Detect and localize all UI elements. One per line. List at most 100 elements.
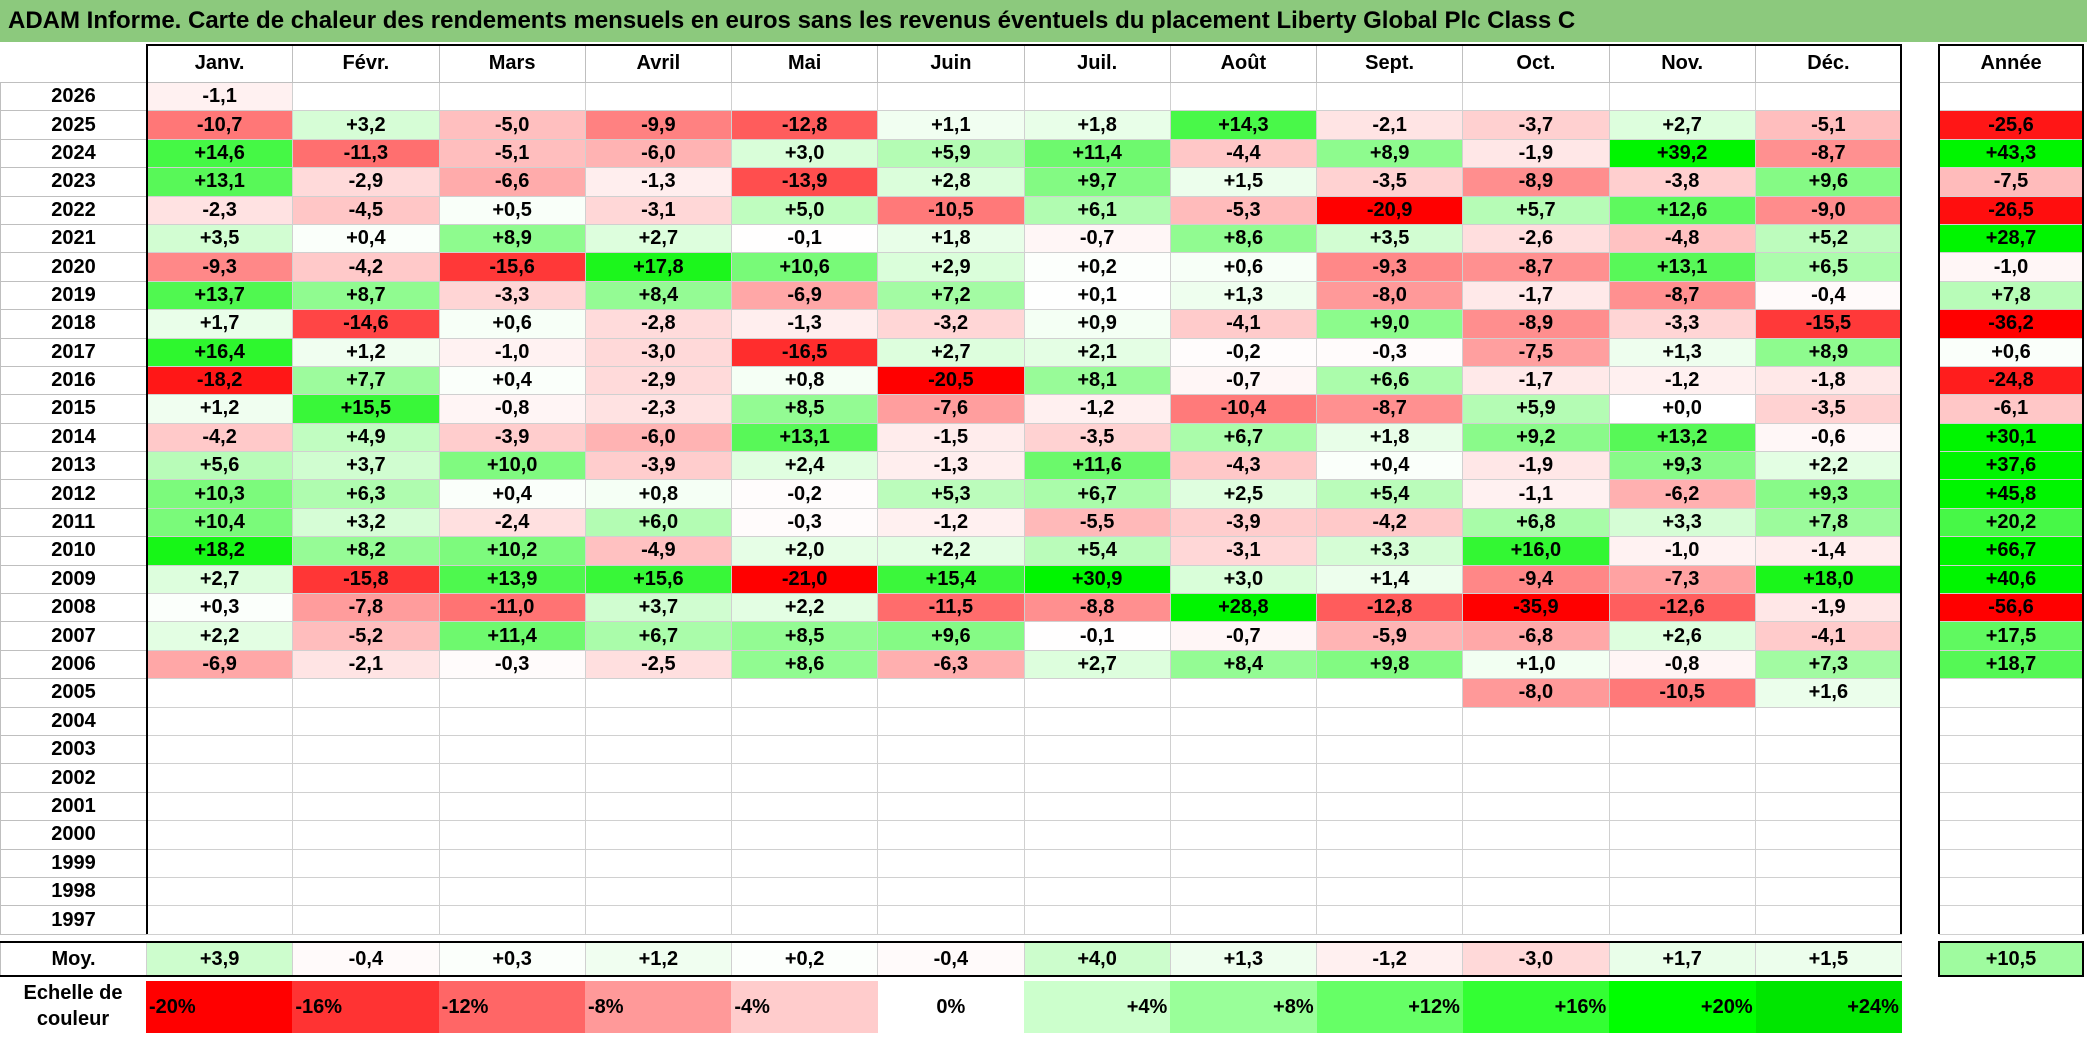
heatmap-cell: +2,2 [877,536,1025,566]
heatmap-cell [1754,763,1903,793]
heatmap-cell: -2,4 [438,507,586,538]
spacer-cell [878,934,1024,942]
annual-cell: +43,3 [1938,138,2084,169]
heatmap-cell [584,734,733,765]
heatmap-cell: +8,7 [292,280,440,311]
heatmap-cell [877,820,1025,850]
heatmap-cell: +1,2 [292,337,440,367]
annual-row [1938,848,2084,878]
heatmap-cell [1023,81,1171,112]
heatmap-cell: +6,1 [1023,195,1171,225]
heatmap-cell: +5,6 [145,451,294,481]
annual-cell [1938,820,2084,850]
heatmap-cell [292,81,440,112]
annual-cell: -25,6 [1938,110,2084,140]
heatmap-cell: +14,6 [145,138,294,169]
heatmap-cell: +6,7 [1169,422,1318,453]
year-label: 2012 [0,479,147,509]
heatmap-cell: -3,7 [1462,110,1610,140]
annual-cell: +40,6 [1938,564,2084,595]
heatmap-cell: +3,7 [584,593,733,623]
heatmap-cell: +17,8 [584,252,733,282]
heatmap-cell: +2,1 [1023,337,1171,367]
annual-cell [1938,678,2084,708]
scale-swatch: -20% [146,981,293,1033]
heatmap-cell: -1,1 [145,81,294,112]
heatmap-cell: -7,6 [877,394,1025,424]
heatmap-cell [145,678,294,708]
heatmap-cell: -5,0 [438,110,586,140]
annual-average-row: +10,5 [1938,941,2084,978]
heatmap-cell: +10,2 [438,536,586,566]
heatmap-cell: +30,9 [1023,564,1171,595]
heatmap-cell [584,820,733,850]
heatmap-cell: -8,7 [1462,252,1610,282]
annual-cell: -24,8 [1938,365,2084,396]
heatmap-cell: -8,8 [1023,593,1171,623]
heatmap-cell [438,876,586,907]
heatmap-cell: +4,9 [292,422,440,453]
heatmap-cell: -7,8 [292,593,440,623]
year-label: 2015 [0,394,147,424]
heatmap-cell: -11,5 [877,593,1025,623]
average-cell: +1,3 [1169,941,1318,978]
heatmap-cell: -5,3 [1169,195,1318,225]
heatmap-cell: +13,1 [730,422,879,453]
annual-cell: +18,7 [1938,649,2084,680]
heatmap-cell [292,876,440,907]
average-cell: +3,9 [145,941,294,978]
month-header: Janv. [145,44,294,83]
heatmap-cell: +0,6 [438,309,586,339]
heatmap-cell: -8,0 [1462,678,1610,708]
heatmap-cell: +2,2 [145,621,294,651]
heatmap-cell: +1,6 [1754,678,1903,708]
heatmap-cell [1608,734,1756,765]
heatmap-cell: +11,6 [1023,451,1171,481]
heatmap-cell [1462,848,1610,878]
table-row: 2009 +2,7 -15,8 +13,9 +15,6 -21,0 +15,4 +30,9 +3… [0,564,1903,595]
heatmap-cell [1754,706,1903,736]
heatmap-cell: -6,2 [1608,479,1756,509]
heatmap-cell: -13,9 [730,167,879,197]
heatmap-cell [1023,706,1171,736]
heatmap-cell: +2,7 [584,223,733,254]
heatmap-cell [584,876,733,907]
heatmap-cell: -1,3 [730,309,879,339]
heatmap-cell: -2,5 [584,649,733,680]
heatmap-cell: +2,6 [1608,621,1756,651]
year-label: 2017 [0,337,147,367]
heatmap-cell [292,734,440,765]
annual-cell: +66,7 [1938,536,2084,566]
annual-row: -7,5 [1938,167,2084,197]
heatmap-cell [1315,820,1464,850]
heatmap-cell: +28,8 [1169,593,1318,623]
heatmap-cell: -4,2 [292,252,440,282]
annual-row: -24,8 [1938,365,2084,396]
heatmap-cell: -0,6 [1754,422,1903,453]
heatmap-cell: -7,3 [1608,564,1756,595]
heatmap-cell: -4,8 [1608,223,1756,254]
heatmap-cell: -0,3 [1315,337,1464,367]
heatmap-cell: -6,8 [1462,621,1610,651]
heatmap-cell [438,791,586,822]
annual-average-cell: +10,5 [1938,941,2084,978]
heatmap-cell [1608,876,1756,907]
heatmap-cell [1023,848,1171,878]
heatmap-cell [1608,848,1756,878]
heatmap-cell [730,678,879,708]
heatmap-cell: +2,8 [877,167,1025,197]
table-row: 2020 -9,3 -4,2 -15,6 +17,8 +10,6 +2,9 +0,2 +0,6-… [0,252,1903,282]
year-label: 2005 [0,678,147,708]
heatmap-cell: -4,3 [1169,451,1318,481]
heatmap-cell: +10,4 [145,507,294,538]
year-label: 2011 [0,507,147,538]
heatmap-cell: -1,8 [1754,365,1903,396]
heatmap-cell: -3,0 [584,337,733,367]
heatmap-cell [1462,791,1610,822]
year-label: 2023 [0,167,147,197]
heatmap-cell: +14,3 [1169,110,1318,140]
year-label: 2018 [0,309,147,339]
heatmap-cell: +0,4 [1315,451,1464,481]
heatmap-cell: -1,1 [1462,479,1610,509]
heatmap-cell: +9,0 [1315,309,1464,339]
